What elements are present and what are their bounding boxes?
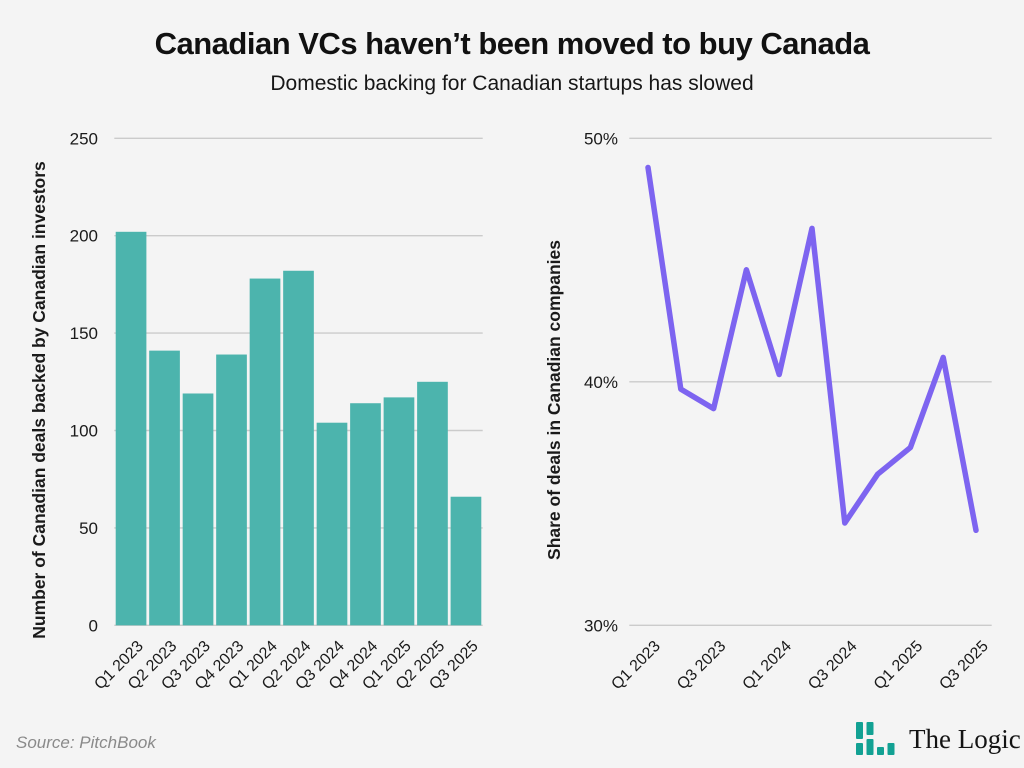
- bar: [316, 422, 348, 626]
- x-tick-label: Q3 2025: [936, 638, 991, 693]
- x-tick-label: Q1 2025: [871, 638, 926, 693]
- x-tick-label: Q1 2024: [740, 638, 795, 693]
- source-note: Source: PitchBook: [16, 733, 156, 752]
- bar: [383, 397, 415, 626]
- y-tick-label: 250: [70, 129, 98, 148]
- y-tick-label: 150: [70, 324, 98, 343]
- chart-subtitle: Domestic backing for Canadian startups h…: [270, 72, 754, 95]
- x-tick-label: Q3 2023: [674, 638, 729, 693]
- x-tick-label: Q1 2023: [608, 638, 663, 693]
- logo-bars-icon: [856, 722, 895, 755]
- trend-line: [645, 164, 979, 534]
- bar: [149, 350, 180, 626]
- logo-bar: [856, 743, 863, 755]
- bar: [417, 381, 448, 626]
- y-tick-label: 40%: [584, 373, 618, 392]
- y-tick-label: 50%: [584, 129, 618, 148]
- logo-text: The Logic: [909, 723, 1021, 754]
- logo: The Logic: [856, 722, 1021, 756]
- bar: [115, 231, 147, 626]
- bar: [216, 354, 247, 626]
- y-tick-label: 50: [79, 519, 98, 538]
- logo-bar: [866, 722, 874, 735]
- y-tick-label: 100: [70, 422, 98, 441]
- logo-bar: [877, 747, 884, 755]
- logo-bar: [866, 739, 874, 755]
- x-tick-label: Q3 2024: [805, 638, 860, 693]
- y-tick-label: 30%: [584, 616, 618, 635]
- line-chart-panel: 30% 40% 50% Q1 2023 Q3 2023 Q1 2024 Q3 2024 Q1 …: [544, 129, 992, 693]
- logo-bar: [856, 722, 863, 739]
- chart-title: Canadian VCs haven’t been moved to buy C…: [154, 26, 870, 61]
- y-tick-label: 200: [70, 227, 98, 246]
- bar: [350, 403, 381, 626]
- bar: [450, 496, 482, 626]
- y-tick-label: 0: [89, 616, 98, 635]
- logo-bar: [887, 743, 895, 755]
- bar: [249, 278, 281, 626]
- y-axis-label: Number of Canadian deals backed by Canad…: [29, 161, 49, 639]
- bar: [283, 270, 314, 626]
- y-axis-label: Share of deals in Canadian companies: [544, 240, 564, 560]
- bar: [182, 393, 214, 626]
